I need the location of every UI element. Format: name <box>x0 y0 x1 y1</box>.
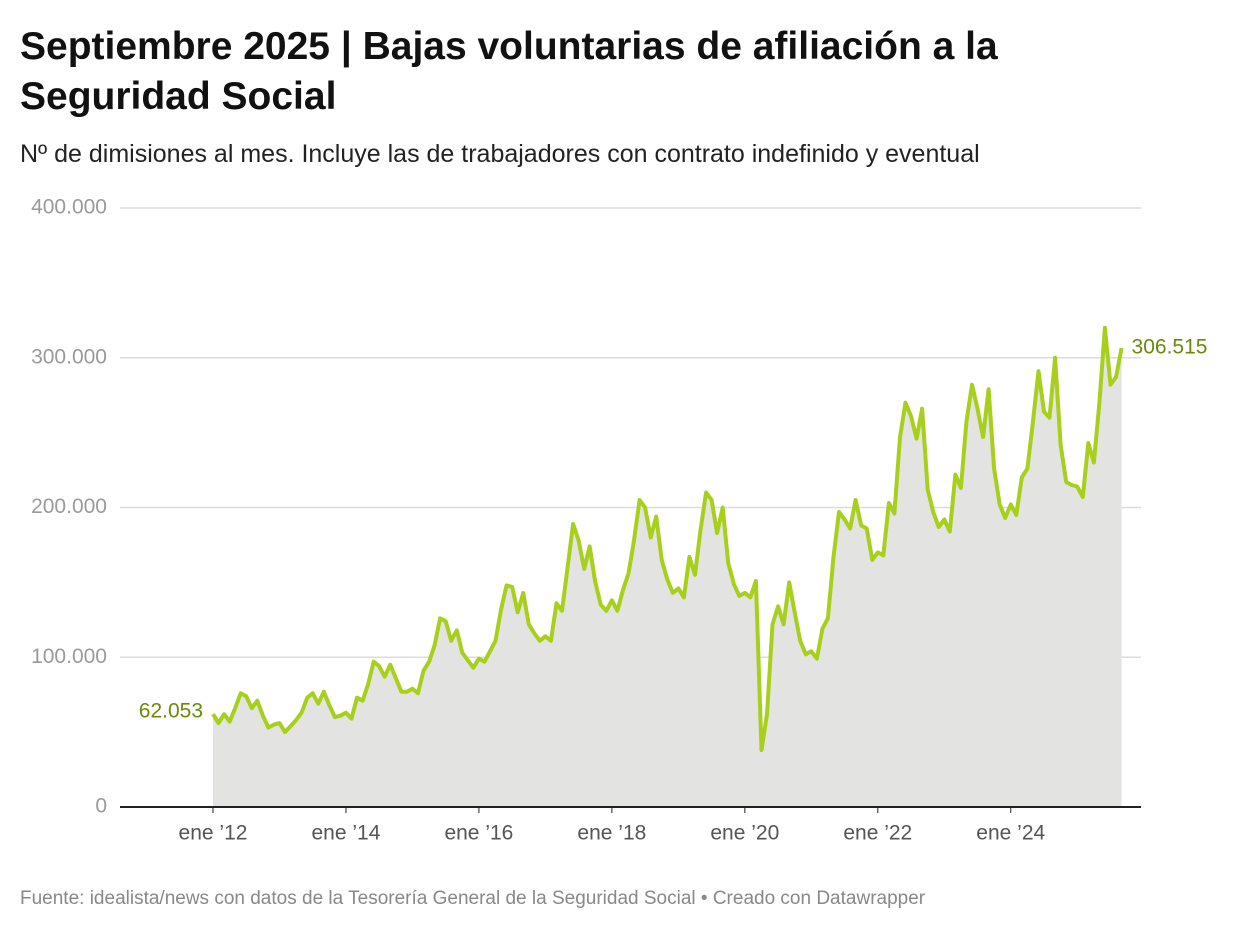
y-tick-label: 200.000 <box>31 495 107 518</box>
value-label: 62.053 <box>139 700 203 723</box>
x-tick-label: ene ’18 <box>577 822 646 845</box>
x-tick-label: ene ’24 <box>976 822 1045 845</box>
y-tick-label: 300.000 <box>31 345 107 368</box>
x-tick-label: ene ’12 <box>179 822 248 845</box>
x-tick-label: ene ’14 <box>312 822 381 845</box>
y-tick-label: 0 <box>95 795 107 818</box>
value-label: 306.515 <box>1132 336 1208 359</box>
x-tick-label: ene ’22 <box>843 822 912 845</box>
chart-subtitle: Nº de dimisiones al mes. Incluye las de … <box>20 140 980 168</box>
source-note: Fuente: idealista/news con datos de la T… <box>20 888 926 909</box>
line <box>211 325 1124 753</box>
x-tick-label: ene ’16 <box>444 822 513 845</box>
y-tick-label: 100.000 <box>31 645 107 668</box>
area <box>213 327 1122 807</box>
chart-title: Septiembre 2025 | Bajas voluntarias de a… <box>20 25 998 118</box>
x-tick-label: ene ’20 <box>710 822 779 845</box>
y-tick-label: 400.000 <box>31 196 107 219</box>
